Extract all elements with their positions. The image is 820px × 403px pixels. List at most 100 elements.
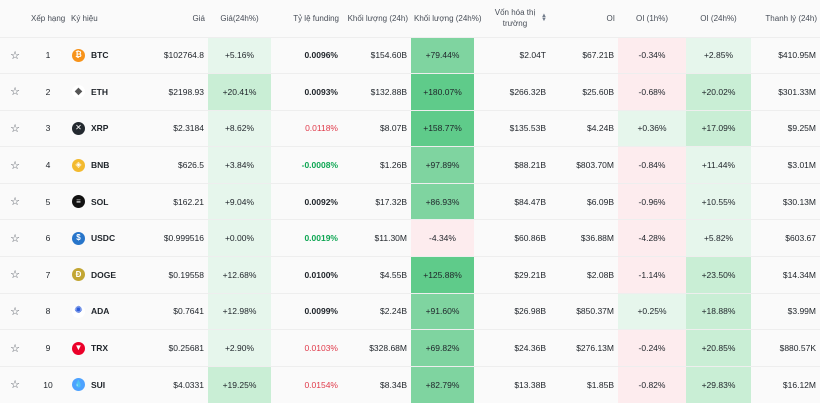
symbol-label: BTC	[91, 50, 109, 61]
table-row[interactable]: ☆ 6 $ USDC $0.999516 +0.00% 0.0019% $11.30M -4.3…	[0, 219, 820, 257]
price-cell: $0.999516	[133, 219, 208, 257]
oi-1h-cell: -0.96%	[618, 182, 686, 220]
ada-icon: ✺	[72, 304, 85, 318]
symbol-cell[interactable]: ◆ ETH	[68, 73, 133, 111]
mcap-cell: $29.21B	[474, 256, 550, 294]
rank-header[interactable]: Xếp hạng	[28, 0, 68, 37]
price-change-cell: +19.25%	[208, 365, 271, 403]
symbol-cell[interactable]: 💧 SUI	[68, 365, 133, 403]
symbol-cell[interactable]: ✺ ADA	[68, 292, 133, 330]
mcap-cell: $266.32B	[474, 73, 550, 111]
volume-cell: $1.26B	[342, 146, 411, 184]
watchlist-star-icon[interactable]: ☆	[0, 146, 28, 184]
oi-24h-cell: +11.44%	[686, 146, 751, 184]
mcap-cell: $13.38B	[474, 365, 550, 403]
funding-cell: 0.0096%	[271, 36, 342, 74]
oi-1h-header[interactable]: OI (1h%)	[618, 0, 686, 37]
table-row[interactable]: ☆ 10 💧 SUI $4.0331 +19.25% 0.0154% $8.34B +82.79…	[0, 365, 820, 403]
volume-change-cell: +69.82%	[411, 329, 474, 367]
volume-change-cell: +79.44%	[411, 36, 474, 74]
table-row[interactable]: ☆ 2 ◆ ETH $2198.93 +20.41% 0.0093% $132.88B +180…	[0, 73, 820, 111]
volume-change-cell: +91.60%	[411, 292, 474, 330]
bnb-icon: ◈	[72, 158, 85, 172]
symbol-cell[interactable]: $ USDC	[68, 219, 133, 257]
symbol-cell[interactable]: ✕ XRP	[68, 109, 133, 147]
oi-24h-cell: +20.02%	[686, 73, 751, 111]
watchlist-star-icon[interactable]: ☆	[0, 73, 28, 111]
watchlist-star-icon[interactable]: ☆	[0, 36, 28, 74]
volume-cell: $2.24B	[342, 292, 411, 330]
liquidation-cell: $3.01M	[751, 146, 820, 184]
oi-1h-cell: -0.34%	[618, 36, 686, 74]
liquidation-cell: $16.12M	[751, 365, 820, 403]
table-row[interactable]: ☆ 4 ◈ BNB $626.5 +3.84% -0.0008% $1.26B +97.89% $…	[0, 146, 820, 184]
symbol-header[interactable]: Ký hiệu	[68, 0, 133, 37]
watchlist-star-icon[interactable]: ☆	[0, 292, 28, 330]
price-cell: $2.3184	[133, 109, 208, 147]
xrp-icon: ✕	[72, 121, 85, 135]
watchlist-star-icon[interactable]: ☆	[0, 109, 28, 147]
volume-cell: $154.60B	[342, 36, 411, 74]
table-header-row: Xếp hạng Ký hiệu Giá Giá(24h%) Tỷ lệ fun…	[0, 0, 820, 37]
symbol-cell[interactable]: ₿ BTC	[68, 36, 133, 74]
oi-1h-cell: -0.84%	[618, 146, 686, 184]
volume-cell: $8.07B	[342, 109, 411, 147]
price-cell: $0.19558	[133, 256, 208, 294]
watchlist-star-icon[interactable]: ☆	[0, 219, 28, 257]
oi-24h-header[interactable]: OI (24h%)	[686, 0, 751, 37]
symbol-label: DOGE	[91, 269, 117, 280]
volume-change-cell: +125.88%	[411, 256, 474, 294]
symbol-cell[interactable]: ▼ TRX	[68, 329, 133, 367]
volume-cell: $132.88B	[342, 73, 411, 111]
table-row[interactable]: ☆ 8 ✺ ADA $0.7641 +12.98% 0.0099% $2.24B +91.60%…	[0, 292, 820, 330]
table-row[interactable]: ☆ 1 ₿ BTC $102764.8 +5.16% 0.0096% $154.60B +79.…	[0, 36, 820, 74]
oi-header[interactable]: OI	[550, 0, 618, 37]
liquidation-cell: $9.25M	[751, 109, 820, 147]
mcap-cell: $135.53B	[474, 109, 550, 147]
oi-1h-cell: +0.25%	[618, 292, 686, 330]
volume-change-cell: +158.77%	[411, 109, 474, 147]
symbol-cell[interactable]: ◈ BNB	[68, 146, 133, 184]
mcap-header[interactable]: Vốn hóa thị trường ▲ ▼	[474, 0, 550, 37]
volume-change-cell: -4.34%	[411, 219, 474, 257]
liquidation-cell: $880.57K	[751, 329, 820, 367]
funding-header[interactable]: Tỷ lệ funding	[271, 0, 342, 37]
table-row[interactable]: ☆ 3 ✕ XRP $2.3184 +8.62% 0.0118% $8.07B +158.77%…	[0, 109, 820, 147]
volume-cell: $11.30M	[342, 219, 411, 257]
price-change-cell: +12.98%	[208, 292, 271, 330]
sol-icon: ≡	[72, 195, 85, 209]
table-row[interactable]: ☆ 9 ▼ TRX $0.25681 +2.90% 0.0103% $328.68M +69.8…	[0, 329, 820, 367]
doge-icon: Ð	[72, 268, 85, 282]
rank-cell: 1	[28, 36, 68, 74]
rank-cell: 10	[28, 365, 68, 403]
oi-1h-cell: -4.28%	[618, 219, 686, 257]
liquidation-cell: $603.67	[751, 219, 820, 257]
watchlist-star-icon[interactable]: ☆	[0, 256, 28, 294]
table-row[interactable]: ☆ 7 Ð DOGE $0.19558 +12.68% 0.0100% $4.55B +125.…	[0, 256, 820, 294]
funding-cell: 0.0093%	[271, 73, 342, 111]
symbol-cell[interactable]: ≡ SOL	[68, 182, 133, 220]
price-change-cell: +20.41%	[208, 73, 271, 111]
watchlist-star-icon[interactable]: ☆	[0, 365, 28, 403]
price-header[interactable]: Giá	[133, 0, 208, 37]
table-row[interactable]: ☆ 5 ≡ SOL $162.21 +9.04% 0.0092% $17.32B +86.93%…	[0, 182, 820, 220]
liquidation-cell: $410.95M	[751, 36, 820, 74]
symbol-cell[interactable]: Ð DOGE	[68, 256, 133, 294]
oi-1h-cell: +0.36%	[618, 109, 686, 147]
volume-change-cell: +97.89%	[411, 146, 474, 184]
volume-header[interactable]: Khối lượng (24h)	[342, 0, 411, 37]
price-change-header[interactable]: Giá(24h%)	[208, 0, 271, 37]
mcap-cell: $24.36B	[474, 329, 550, 367]
mcap-header-label: Vốn hóa thị trường	[494, 8, 536, 29]
liquidation-header[interactable]: Thanh lý (24h)	[751, 0, 820, 37]
watchlist-star-icon[interactable]: ☆	[0, 329, 28, 367]
symbol-label: XRP	[91, 123, 109, 134]
symbol-label: ETH	[91, 86, 108, 97]
sort-icon[interactable]: ▲ ▼	[541, 13, 547, 24]
oi-cell: $25.60B	[550, 73, 618, 111]
watchlist-star-icon[interactable]: ☆	[0, 182, 28, 220]
volume-change-header[interactable]: Khối lượng (24h%)	[411, 0, 482, 37]
liquidation-cell: $14.34M	[751, 256, 820, 294]
price-change-cell: +3.84%	[208, 146, 271, 184]
